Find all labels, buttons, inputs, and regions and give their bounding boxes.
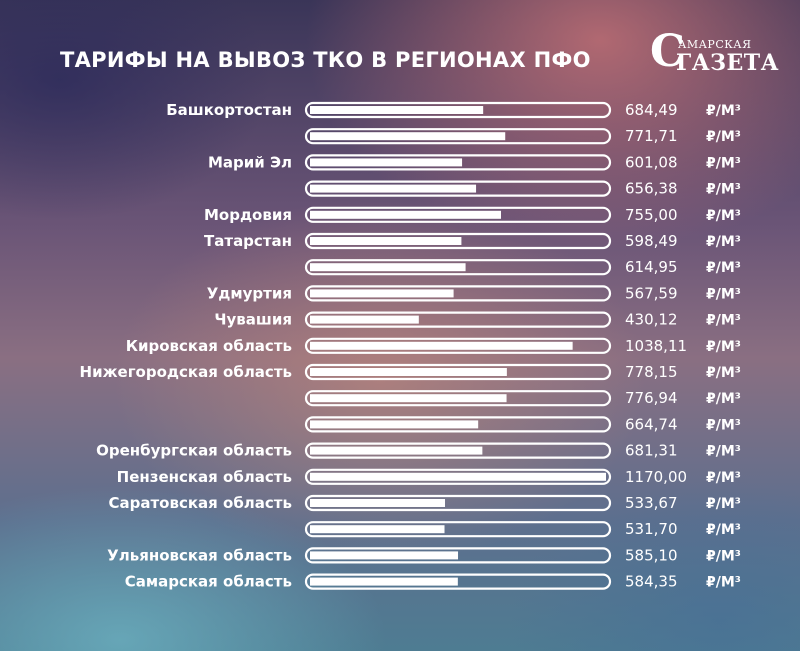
unit-label: ₽/М³ bbox=[706, 575, 741, 591]
bar-track bbox=[304, 390, 612, 407]
bar bbox=[310, 394, 507, 403]
unit-label: ₽/М³ bbox=[706, 365, 741, 381]
region-label: Нижегородская область bbox=[80, 363, 292, 381]
unit-label: ₽/М³ bbox=[706, 391, 741, 407]
value-label: 598,49 bbox=[625, 232, 678, 250]
bar-track bbox=[304, 285, 612, 302]
value-label: 567,59 bbox=[625, 284, 678, 302]
unit-label: ₽/М³ bbox=[706, 496, 741, 512]
unit-label: ₽/М³ bbox=[706, 155, 741, 171]
region-label: Кировская область bbox=[126, 337, 292, 355]
value-label: 681,31 bbox=[625, 442, 678, 460]
bar bbox=[310, 315, 419, 324]
value-label: 1170,00 bbox=[625, 468, 687, 486]
bar-track bbox=[304, 232, 612, 250]
unit-label: ₽/М³ bbox=[706, 444, 741, 460]
value-label: 771,71 bbox=[625, 127, 678, 145]
value-label: 430,12 bbox=[625, 311, 678, 329]
bar bbox=[310, 341, 573, 350]
bar-track bbox=[304, 128, 612, 145]
value-label: 664,74 bbox=[625, 415, 678, 433]
unit-label: ₽/М³ bbox=[706, 103, 741, 119]
region-label: Пензенская область bbox=[117, 468, 292, 486]
unit-label: ₽/М³ bbox=[706, 129, 741, 145]
value-label: 1038,11 bbox=[625, 337, 687, 355]
region-label: Марий Эл bbox=[208, 153, 292, 171]
value-label: 531,70 bbox=[625, 520, 678, 538]
region-label: Башкортостан bbox=[166, 101, 292, 119]
bar-track bbox=[304, 416, 612, 433]
bar-track bbox=[304, 337, 612, 354]
unit-label: ₽/М³ bbox=[706, 313, 741, 329]
logo-initial: С bbox=[650, 26, 686, 77]
region-label: Удмуртия bbox=[207, 284, 292, 302]
unit-label: ₽/М³ bbox=[706, 286, 741, 302]
bar-track bbox=[304, 494, 612, 512]
value-label: 584,35 bbox=[625, 573, 678, 591]
value-label: 684,49 bbox=[625, 101, 678, 119]
unit-label: ₽/М³ bbox=[706, 182, 741, 198]
samarskaya-gazeta-logo: С АМАРСКАЯ ГАЗЕТА bbox=[650, 26, 779, 80]
region-label: Татарстан bbox=[204, 232, 292, 250]
value-label: 601,08 bbox=[625, 153, 678, 171]
unit-label: ₽/М³ bbox=[706, 339, 741, 355]
value-label: 656,38 bbox=[625, 180, 678, 198]
bar bbox=[310, 210, 502, 219]
region-label: Чувашия bbox=[214, 311, 292, 329]
bar-track bbox=[304, 547, 612, 564]
bar-track bbox=[304, 311, 612, 328]
bar bbox=[310, 184, 477, 193]
region-label: Самарская область bbox=[125, 573, 292, 591]
logo-bottom-word: ГАЗЕТА bbox=[676, 50, 780, 76]
bar bbox=[310, 263, 466, 272]
bar-track bbox=[304, 206, 612, 223]
unit-label: ₽/М³ bbox=[706, 548, 741, 564]
bar bbox=[310, 289, 454, 298]
value-label: 778,15 bbox=[625, 363, 678, 381]
bar bbox=[310, 420, 479, 429]
unit-label: ₽/М³ bbox=[706, 522, 741, 538]
bar bbox=[310, 472, 606, 481]
value-label: 614,95 bbox=[625, 258, 678, 276]
bar bbox=[310, 525, 445, 534]
bar-track bbox=[304, 521, 612, 538]
unit-label: ₽/М³ bbox=[706, 260, 741, 276]
region-label: Саратовская область bbox=[109, 494, 293, 512]
region-label: Оренбургская область bbox=[96, 442, 292, 460]
logo-top-word: АМАРСКАЯ bbox=[678, 38, 752, 51]
value-label: 776,94 bbox=[625, 389, 678, 407]
unit-label: ₽/М³ bbox=[706, 208, 741, 224]
unit-label: ₽/М³ bbox=[706, 417, 741, 433]
region-label: Ульяновская область bbox=[107, 546, 292, 564]
region-label: Мордовия bbox=[204, 206, 292, 224]
bar-track bbox=[304, 154, 612, 171]
value-label: 755,00 bbox=[625, 206, 678, 224]
bar-track bbox=[304, 468, 612, 485]
page-title: ТАРИФЫ НА ВЫВОЗ ТКО В РЕГИОНАХ ПФО bbox=[60, 48, 591, 72]
bar-track bbox=[304, 180, 612, 197]
bar bbox=[310, 499, 446, 507]
bar-track bbox=[304, 442, 612, 459]
bar bbox=[310, 106, 484, 114]
bar bbox=[310, 237, 462, 245]
bar bbox=[310, 577, 458, 586]
bar bbox=[310, 446, 483, 455]
unit-label: ₽/М³ bbox=[706, 234, 741, 250]
value-label: 585,10 bbox=[625, 546, 678, 564]
unit-label: ₽/М³ bbox=[706, 470, 741, 486]
bar bbox=[310, 551, 459, 560]
bar bbox=[310, 368, 507, 376]
bar-track bbox=[304, 101, 612, 119]
bar-track bbox=[304, 363, 612, 381]
bar bbox=[310, 158, 463, 167]
bar-track bbox=[304, 573, 612, 590]
bar-track bbox=[304, 259, 612, 276]
value-label: 533,67 bbox=[625, 494, 678, 512]
bar bbox=[310, 132, 506, 141]
